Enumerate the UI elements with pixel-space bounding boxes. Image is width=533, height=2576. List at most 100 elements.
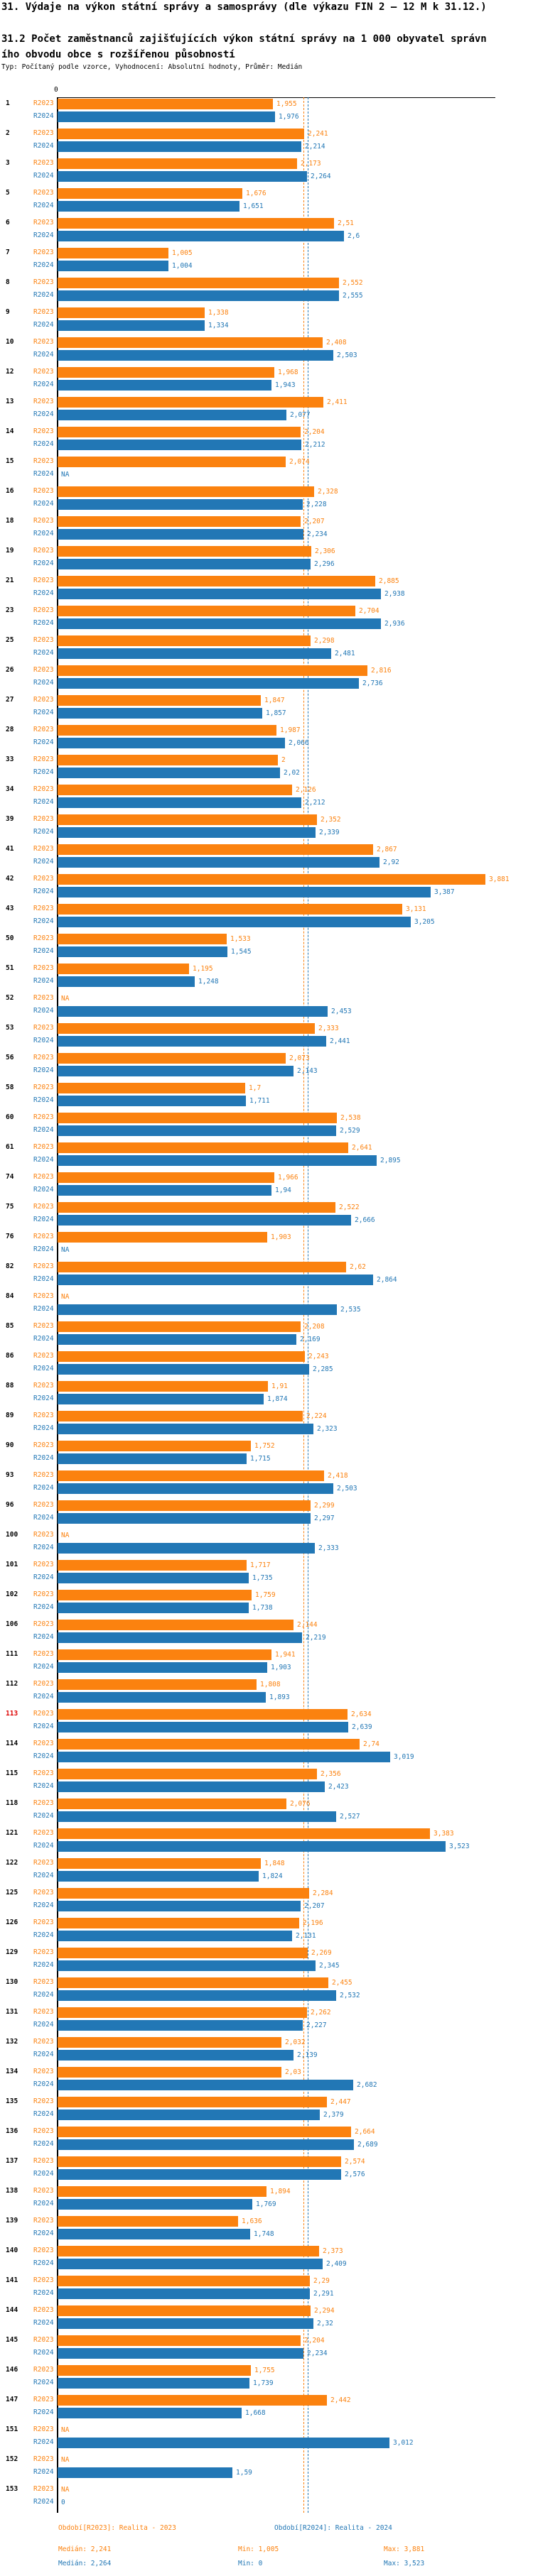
series-label-2024: R2024	[33, 1007, 54, 1015]
bar-line-2023: R2023 2,664	[0, 2127, 533, 2137]
bar-2024	[58, 1722, 348, 1732]
bar-value-2024: 2,32	[317, 2320, 333, 2327]
bar-value-2024: 2,555	[343, 292, 363, 300]
row-number-label: 153	[6, 2485, 18, 2493]
bar-value-2024: 1,903	[271, 1664, 291, 1671]
row-number-label: 102	[6, 1590, 18, 1598]
bar-2023	[58, 635, 311, 646]
bar-2024	[58, 2139, 354, 2150]
row-number-label: 85	[6, 1322, 14, 1330]
min-2023-stat: Min: 1,005	[238, 2545, 279, 2553]
bar-line-2023: R2023 1,755	[0, 2365, 533, 2376]
bar-value-2024: 2,228	[306, 501, 327, 508]
chart-row: 140 R2023 2,373 R2024 2,409	[0, 2244, 533, 2274]
bar-line-2023: R2023 1,759	[0, 1590, 533, 1600]
bar-line-2024: R2024 2,503	[0, 350, 533, 361]
bar-line-2023: R2023 1,894	[0, 2186, 533, 2197]
bar-value-2023: 1,759	[255, 1591, 276, 1599]
series-label-2023: R2023	[33, 1024, 54, 1032]
bar-value-2024: 1,248	[198, 978, 219, 986]
chart-row: 52 R2023 NA R2024 2,453	[0, 992, 533, 1022]
row-number-label: 138	[6, 2187, 18, 2195]
bar-value-2023: 2,74	[363, 1740, 379, 1748]
bar-line-2023: R2023 2,204	[0, 427, 533, 437]
bar-value-2023: 1,903	[271, 1233, 291, 1241]
bar-line-2024: R2024 3,012	[0, 2438, 533, 2448]
bar-2024	[58, 2318, 313, 2329]
row-number-label: 74	[6, 1173, 14, 1181]
bar-2024	[58, 2050, 294, 2061]
bar-2023	[58, 2216, 238, 2227]
chart-row: 41 R2023 2,867 R2024 2,92	[0, 843, 533, 873]
series-label-2024: R2024	[33, 1395, 54, 1402]
bar-line-2023: R2023 2,032	[0, 2037, 533, 2048]
bar-value-2024: 2,503	[337, 1485, 357, 1492]
series-label-2023: R2023	[33, 398, 54, 405]
bar-value-2024: 2,219	[306, 1634, 326, 1642]
bar-2024	[58, 1483, 333, 1494]
row-number-label: 15	[6, 457, 14, 465]
row-number-label: 126	[6, 1919, 18, 1926]
bar-line-2023: R2023 1,91	[0, 1381, 533, 1392]
bar-value-2023: 2,641	[352, 1144, 372, 1152]
row-number-label: 9	[6, 308, 10, 316]
bar-line-2023: R2023 2,284	[0, 1888, 533, 1899]
chart-row: 5 R2023 1,676 R2024 1,651	[0, 187, 533, 217]
bar-2024	[58, 648, 331, 659]
bar-line-2024: R2024 2,453	[0, 1006, 533, 1017]
bar-2023	[58, 367, 274, 378]
row-number-label: 14	[6, 427, 14, 435]
bar-value-2023: 1,338	[208, 309, 229, 317]
bar-line-2024: R2024 2,535	[0, 1304, 533, 1315]
bar-2024	[58, 2288, 310, 2299]
bar-value-2024: 2,529	[340, 1127, 360, 1135]
bar-2024	[58, 1781, 325, 1792]
bar-2023	[58, 665, 367, 676]
series-label-2023: R2023	[33, 1382, 54, 1390]
series-label-2023: R2023	[33, 815, 54, 823]
bar-2023	[58, 1172, 274, 1183]
bar-2023	[58, 1411, 303, 1421]
series-label-2024: R2024	[33, 2468, 54, 2476]
bar-value-2024: NA	[61, 471, 70, 479]
bar-line-2023: R2023 3,881	[0, 874, 533, 885]
bar-value-2023: 2,204	[304, 428, 325, 436]
row-number-label: 112	[6, 1680, 18, 1688]
bar-value-2023: 2,574	[345, 2158, 365, 2166]
series-label-2023: R2023	[33, 2247, 54, 2254]
bar-line-2024: R2024 2,503	[0, 1483, 533, 1494]
bar-2023	[58, 427, 301, 437]
bar-line-2024: R2024 3,019	[0, 1752, 533, 1762]
bar-2024	[58, 2199, 252, 2210]
bar-value-2024: 1,857	[266, 709, 286, 717]
subtitle-line-2: ího obvodu obce s rozšířenou působností	[1, 49, 235, 60]
chart-row: 112 R2023 1,808 R2024 1,893	[0, 1678, 533, 1708]
row-number-label: 137	[6, 2157, 18, 2165]
bar-value-2023: 2,03	[285, 2068, 301, 2076]
series-label-2023: R2023	[33, 1740, 54, 1747]
bar-value-2023: 1,966	[278, 1174, 298, 1181]
bar-value-2023: 2,224	[306, 1412, 327, 1420]
bar-value-2024: 2,296	[314, 560, 335, 568]
bar-2023	[58, 129, 304, 139]
bar-line-2024: R2024 2,234	[0, 529, 533, 540]
bar-line-2023: R2023 1,808	[0, 1679, 533, 1690]
series-label-2024: R2024	[33, 1454, 54, 1462]
series-label-2023: R2023	[33, 1978, 54, 1986]
bar-line-2023: R2023 1,848	[0, 1858, 533, 1869]
series-label-2024: R2024	[33, 1901, 54, 1909]
bar-2024	[58, 2080, 353, 2090]
bar-line-2023: R2023 1,903	[0, 1232, 533, 1243]
chart-row: 85 R2023 2,208 R2024 2,169	[0, 1320, 533, 1350]
bar-2024	[58, 1901, 301, 1911]
series-label-2024: R2024	[33, 1514, 54, 1522]
series-label-2023: R2023	[33, 2038, 54, 2046]
row-number-label: 61	[6, 1143, 14, 1151]
bar-line-2024: R2024 2,227	[0, 2020, 533, 2031]
series-label-2023: R2023	[33, 785, 54, 793]
bar-2024	[58, 261, 168, 271]
chart-row: 93 R2023 2,418 R2024 2,503	[0, 1469, 533, 1499]
bar-line-2024: R2024 1,668	[0, 2408, 533, 2418]
bar-line-2024: R2024 2,143	[0, 1066, 533, 1076]
bar-2024	[58, 1841, 446, 1852]
